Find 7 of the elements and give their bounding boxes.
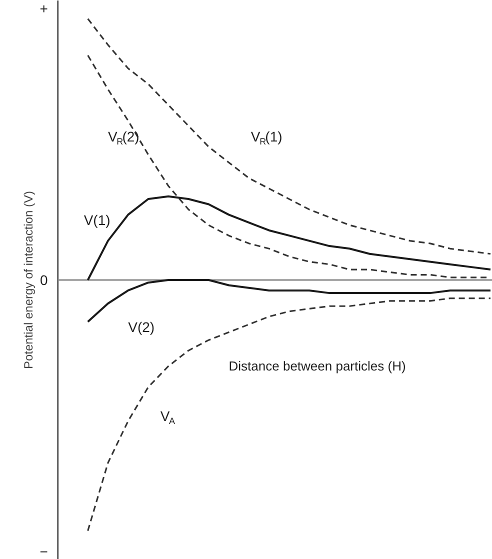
y-axis-title: Potential energy of interaction (V)	[22, 190, 36, 370]
text: 0	[40, 272, 48, 288]
x-axis-title: Distance between particles (H)	[228, 358, 406, 374]
text: +	[40, 0, 48, 16]
series-label: V(1)	[84, 212, 110, 228]
text: −	[40, 544, 48, 559]
series-label: V(2)	[128, 319, 155, 336]
